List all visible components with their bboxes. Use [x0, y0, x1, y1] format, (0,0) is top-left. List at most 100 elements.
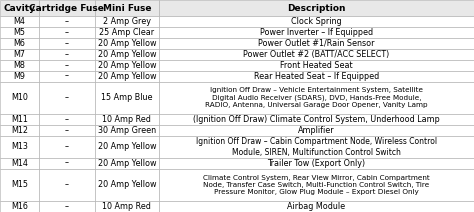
Bar — [0, 125, 39, 136]
Bar — [95, 49, 159, 60]
Bar — [39, 49, 95, 60]
Bar — [39, 38, 95, 49]
Bar — [159, 125, 474, 136]
Bar — [0, 38, 39, 49]
Text: Airbag Module: Airbag Module — [287, 202, 346, 211]
Text: 20 Amp Yellow: 20 Amp Yellow — [98, 50, 156, 59]
Bar — [0, 49, 39, 60]
Text: –: – — [65, 50, 69, 59]
Bar — [39, 82, 95, 114]
Bar — [95, 125, 159, 136]
Bar — [95, 38, 159, 49]
Text: Power Outlet #1/Rain Sensor: Power Outlet #1/Rain Sensor — [258, 39, 374, 48]
Bar — [159, 158, 474, 169]
Bar — [159, 38, 474, 49]
Bar — [0, 27, 39, 38]
Bar — [159, 82, 474, 114]
Bar — [39, 136, 95, 158]
Bar — [39, 71, 95, 82]
Bar — [159, 49, 474, 60]
Text: 30 Amp Green: 30 Amp Green — [98, 126, 156, 135]
Text: –: – — [65, 159, 69, 167]
Text: –: – — [65, 180, 69, 189]
Bar — [95, 169, 159, 201]
Text: 20 Amp Yellow: 20 Amp Yellow — [98, 142, 156, 151]
Text: Amplifier: Amplifier — [298, 126, 335, 135]
Bar — [39, 125, 95, 136]
Bar — [0, 201, 39, 212]
Text: Cavity: Cavity — [3, 4, 36, 13]
Bar — [39, 16, 95, 27]
Bar — [39, 158, 95, 169]
Text: M6: M6 — [13, 39, 26, 48]
Text: Trailer Tow (Export Only): Trailer Tow (Export Only) — [267, 159, 365, 167]
Bar — [0, 136, 39, 158]
Text: –: – — [65, 28, 69, 37]
Bar — [159, 169, 474, 201]
Text: M5: M5 — [13, 28, 26, 37]
Bar — [39, 27, 95, 38]
Text: (Ignition Off Draw) Climate Control System, Underhood Lamp: (Ignition Off Draw) Climate Control Syst… — [193, 115, 440, 124]
Text: 25 Amp Clear: 25 Amp Clear — [99, 28, 155, 37]
Bar — [39, 201, 95, 212]
Bar — [0, 158, 39, 169]
Bar — [159, 60, 474, 71]
Text: 20 Amp Yellow: 20 Amp Yellow — [98, 180, 156, 189]
Text: –: – — [65, 72, 69, 81]
Text: 10 Amp Red: 10 Amp Red — [102, 115, 151, 124]
Bar — [0, 60, 39, 71]
Bar — [159, 0, 474, 16]
Bar — [39, 0, 95, 16]
Bar — [159, 16, 474, 27]
Text: 20 Amp Yellow: 20 Amp Yellow — [98, 61, 156, 70]
Text: Power Outlet #2 (BATT/ACC SELECT): Power Outlet #2 (BATT/ACC SELECT) — [243, 50, 390, 59]
Text: –: – — [65, 39, 69, 48]
Text: M4: M4 — [13, 17, 26, 26]
Text: M13: M13 — [11, 142, 28, 151]
Bar — [0, 114, 39, 125]
Bar — [39, 169, 95, 201]
Bar — [0, 82, 39, 114]
Text: 20 Amp Yellow: 20 Amp Yellow — [98, 72, 156, 81]
Bar — [95, 114, 159, 125]
Bar — [95, 16, 159, 27]
Bar — [39, 60, 95, 71]
Text: Rear Heated Seat – If Equipped: Rear Heated Seat – If Equipped — [254, 72, 379, 81]
Bar — [95, 82, 159, 114]
Text: 15 Amp Blue: 15 Amp Blue — [101, 93, 153, 102]
Text: M16: M16 — [11, 202, 28, 211]
Text: Mini Fuse: Mini Fuse — [102, 4, 151, 13]
Text: M8: M8 — [13, 61, 26, 70]
Text: 20 Amp Yellow: 20 Amp Yellow — [98, 159, 156, 167]
Bar — [159, 27, 474, 38]
Text: –: – — [65, 126, 69, 135]
Text: –: – — [65, 202, 69, 211]
Text: –: – — [65, 142, 69, 151]
Bar — [159, 71, 474, 82]
Bar — [159, 114, 474, 125]
Text: Climate Control System, Rear View Mirror, Cabin Compartment
Node, Transfer Case : Climate Control System, Rear View Mirror… — [203, 174, 430, 195]
Text: M14: M14 — [11, 159, 28, 167]
Bar — [95, 27, 159, 38]
Bar — [95, 0, 159, 16]
Bar — [95, 201, 159, 212]
Bar — [0, 71, 39, 82]
Text: M10: M10 — [11, 93, 28, 102]
Bar — [95, 158, 159, 169]
Text: M11: M11 — [11, 115, 28, 124]
Bar — [159, 136, 474, 158]
Text: Cartridge Fuse: Cartridge Fuse — [29, 4, 104, 13]
Text: –: – — [65, 115, 69, 124]
Text: Clock Spring: Clock Spring — [291, 17, 342, 26]
Text: –: – — [65, 93, 69, 102]
Text: Power Inverter – If Equipped: Power Inverter – If Equipped — [260, 28, 373, 37]
Text: Ignition Off Draw – Cabin Compartment Node, Wireless Control
Module, SIREN, Mult: Ignition Off Draw – Cabin Compartment No… — [196, 137, 437, 157]
Bar — [0, 16, 39, 27]
Text: 2 Amp Grey: 2 Amp Grey — [103, 17, 151, 26]
Text: –: – — [65, 17, 69, 26]
Bar — [39, 114, 95, 125]
Text: Description: Description — [287, 4, 346, 13]
Bar — [0, 169, 39, 201]
Text: Ignition Off Draw – Vehicle Entertainment System, Satellite
Digital Audio Receiv: Ignition Off Draw – Vehicle Entertainmen… — [205, 87, 428, 108]
Text: 20 Amp Yellow: 20 Amp Yellow — [98, 39, 156, 48]
